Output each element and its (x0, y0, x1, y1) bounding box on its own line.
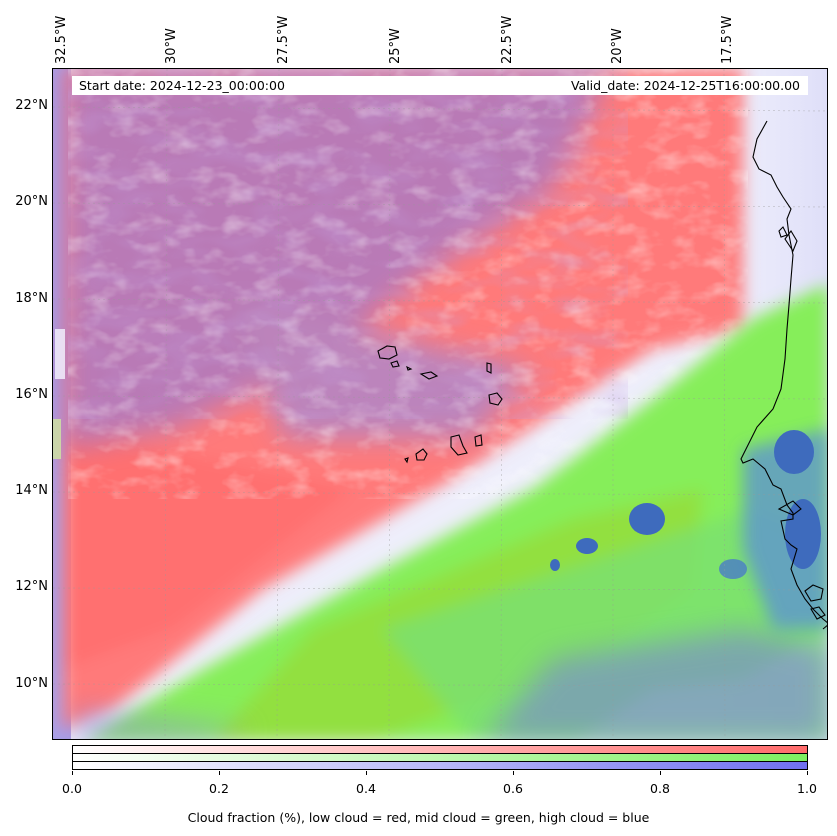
lon-label-30w: 30°W (164, 28, 179, 64)
cb-tick-label-3: 0.6 (503, 781, 523, 796)
colorbar-low-cloud (72, 745, 808, 754)
high-cloud-southeast (73, 629, 827, 739)
colorbar-title: Cloud fraction (%), low cloud = red, mid… (187, 810, 650, 825)
lat-label-12n: 12°N (15, 579, 48, 594)
date-info-bar: Start date: 2024-12-23_00:00:00 Valid_da… (72, 76, 808, 95)
lat-label-22n: 22°N (15, 98, 48, 113)
lon-label-25w: 25°W (388, 28, 403, 64)
land-blue-patches (743, 429, 827, 629)
colorbar-high-cloud (72, 761, 808, 770)
cb-tickmark-4 (660, 771, 661, 775)
start-date-text: Start date: 2024-12-23_00:00:00 (79, 78, 285, 93)
lon-label-17-5w: 17.5°W (720, 15, 735, 64)
cloud-fraction-map (52, 68, 828, 740)
lat-label-14n: 14°N (15, 483, 48, 498)
dark-blue-cells (550, 430, 821, 579)
lat-label-16n: 16°N (15, 387, 48, 402)
cb-tick-label-5: 1.0 (797, 781, 817, 796)
colorbar (72, 745, 808, 770)
colorbar-mid-cloud (72, 753, 808, 762)
cb-tick-label-1: 0.2 (209, 781, 229, 796)
lat-label-18n: 18°N (15, 291, 48, 306)
west-africa-coastline (740, 120, 827, 630)
lon-label-32-5w: 32.5°W (54, 15, 69, 64)
cb-tick-label-2: 0.4 (356, 781, 376, 796)
cb-tickmark-2 (366, 771, 367, 775)
lon-label-22-5w: 22.5°W (500, 15, 515, 64)
cb-tickmark-5 (807, 771, 808, 775)
map-canvas (53, 69, 827, 739)
cape-verde-islands (377, 345, 503, 464)
lon-label-20w: 20°W (610, 28, 625, 64)
lat-label-10n: 10°N (15, 676, 48, 691)
graticule (53, 69, 827, 739)
cb-tickmark-3 (513, 771, 514, 775)
cb-tick-label-4: 0.8 (650, 781, 670, 796)
lon-label-27-5w: 27.5°W (276, 15, 291, 64)
cb-tickmark-1 (219, 771, 220, 775)
lat-label-20n: 20°N (15, 194, 48, 209)
cb-tickmark-0 (72, 771, 73, 775)
valid-date-text: Valid_date: 2024-12-25T16:00:00.00 (570, 78, 800, 93)
cb-tick-label-0: 0.0 (62, 781, 82, 796)
